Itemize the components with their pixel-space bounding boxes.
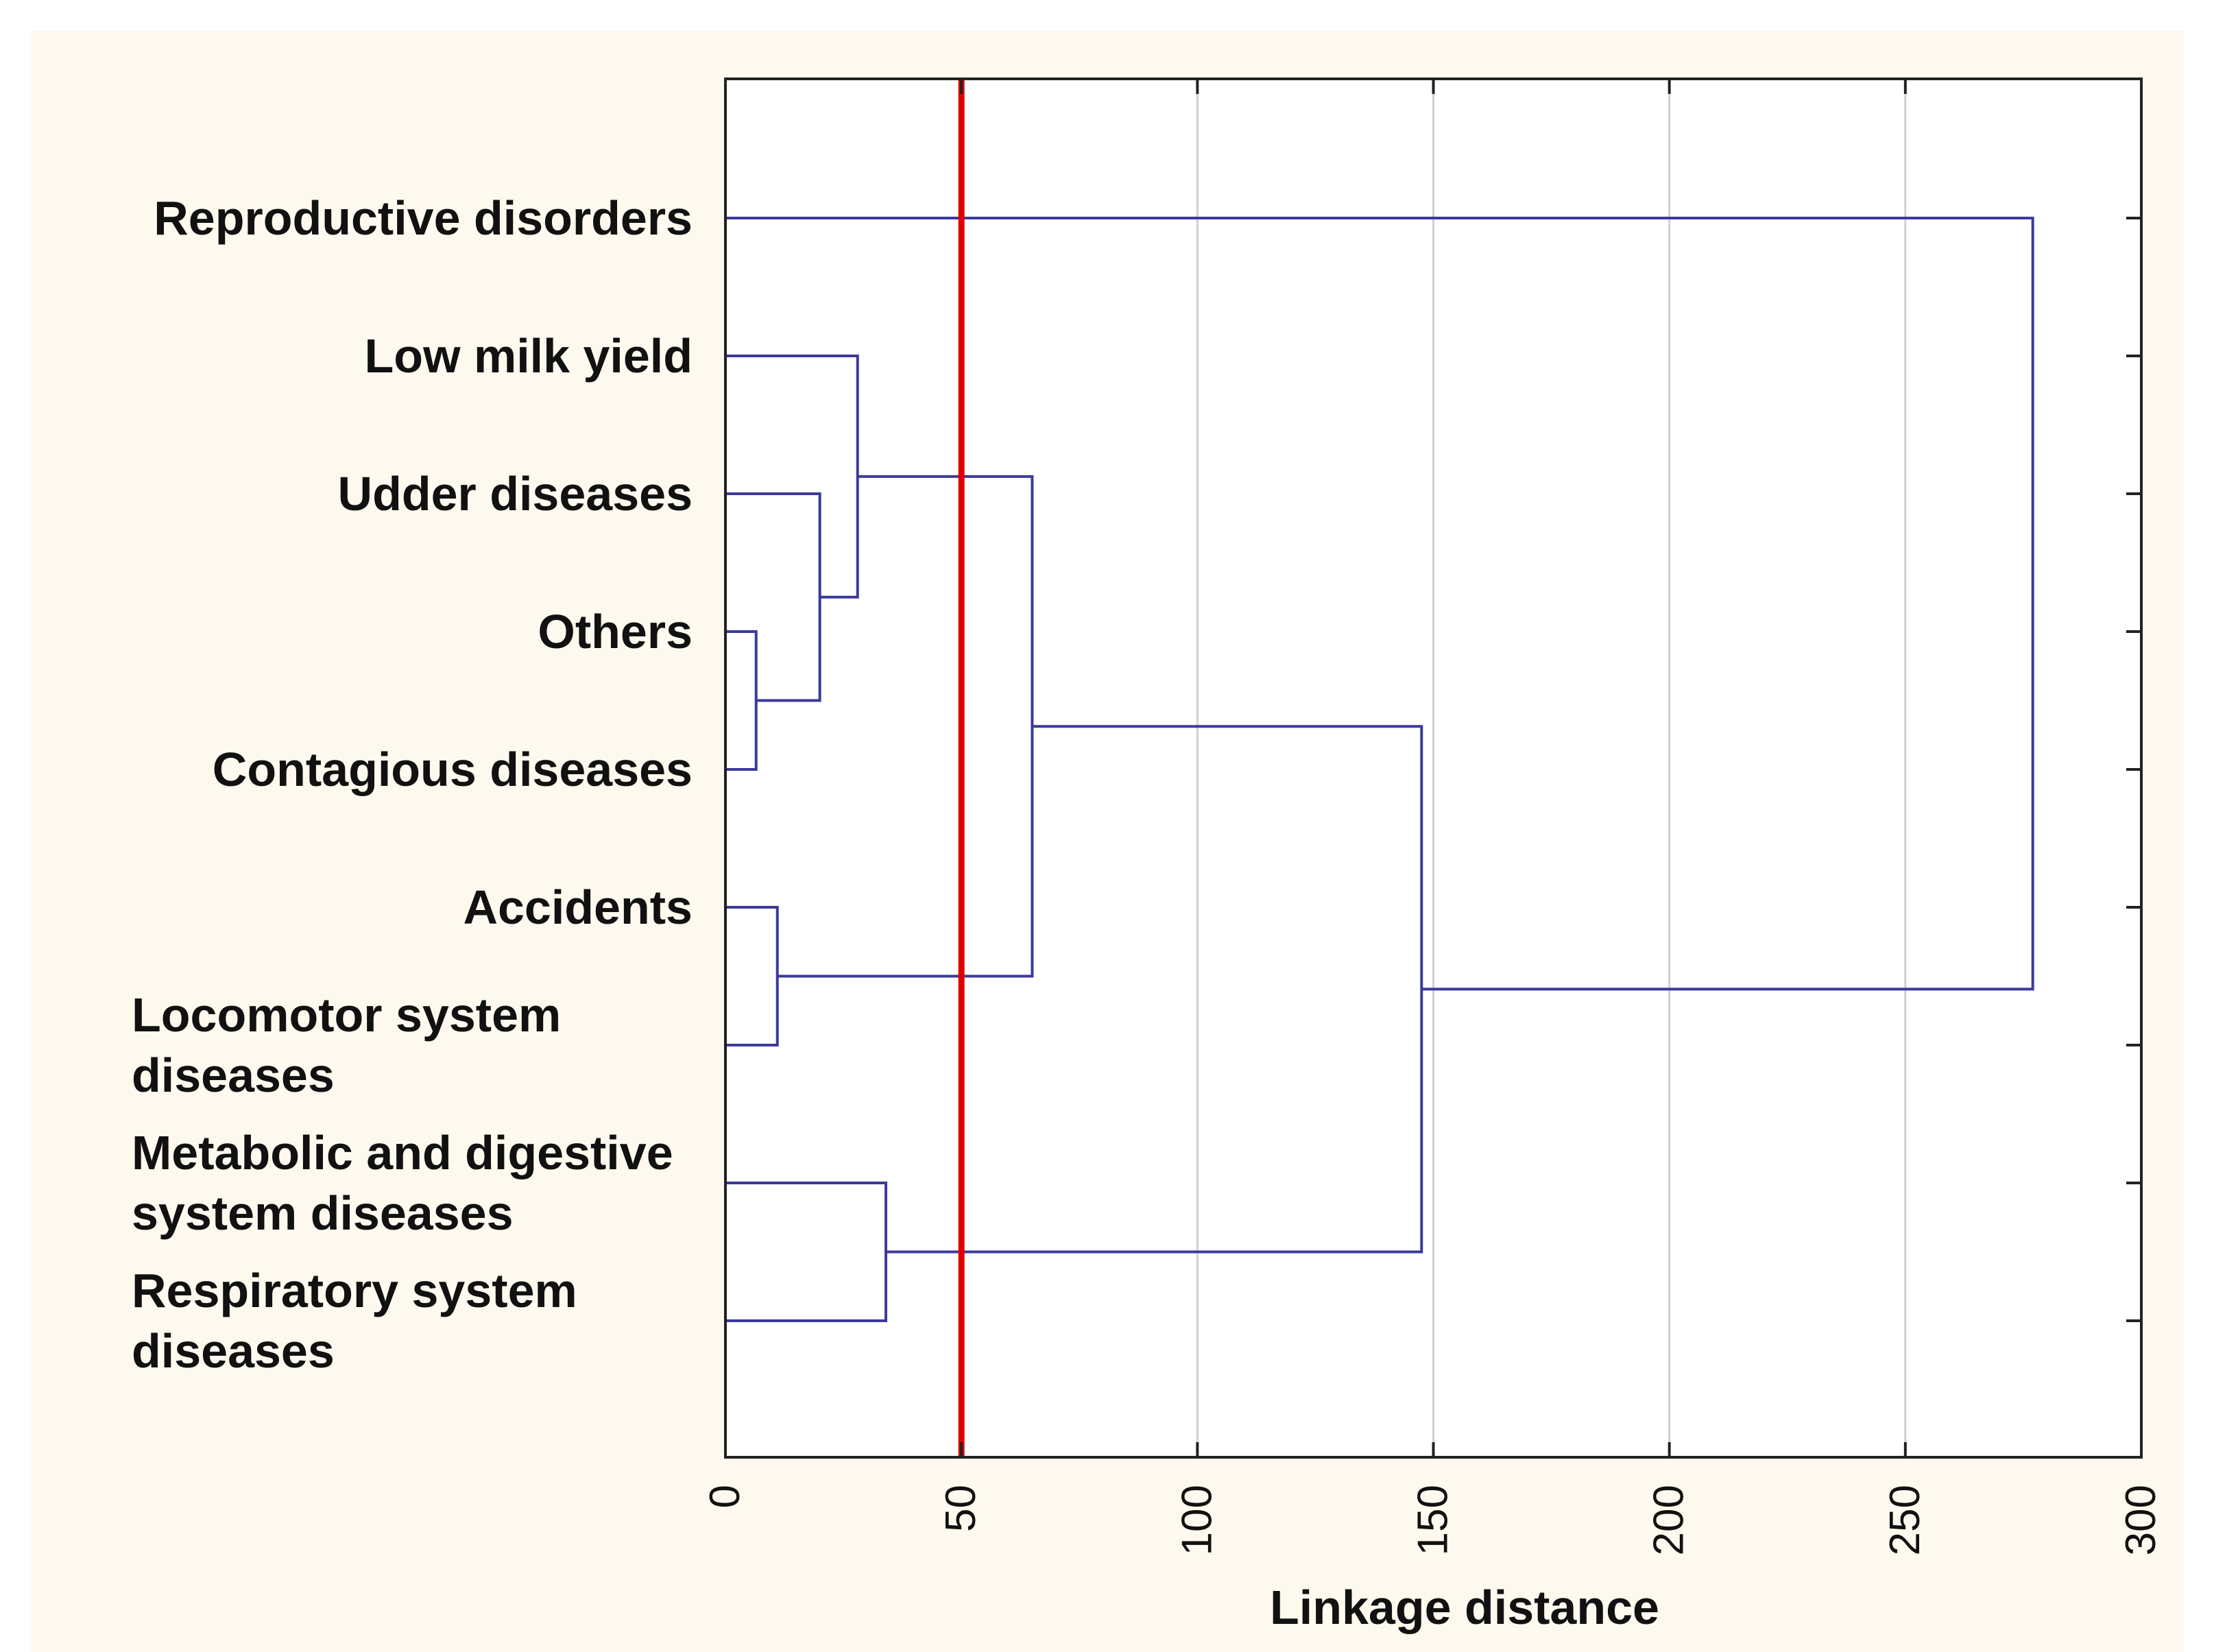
leaf-label-line: diseases [132,1324,335,1378]
leaf-label: Others [538,605,693,658]
leaf-label: Reproductive disorders [154,191,693,245]
leaf-label: Respiratory system diseases [132,1264,577,1378]
x-tick-label: 250 [1881,1485,1929,1555]
leaf-label: Locomotor system diseases [132,988,561,1102]
leaf-labels: Reproductive disorders Low milk yield Udde… [132,191,693,1378]
leaf-label-line: Metabolic and digestive [132,1126,673,1180]
x-axis-title: Linkage distance [1270,1581,1659,1634]
x-tick-label: 100 [1173,1485,1220,1555]
leaf-label-line: Locomotor system [132,988,561,1042]
leaf-label: Low milk yield [365,329,693,383]
leaf-label: Udder diseases [338,467,693,520]
dendrogram-branches [725,217,2034,1322]
dendrogram-branch [725,355,859,599]
x-tick-label: 150 [1410,1485,1457,1555]
leaf-label-line: diseases [132,1049,335,1102]
leaf-label: Contagious diseases [213,743,693,796]
x-axis-ticks: 0 50 100 150 200 250 300 [701,79,2165,1555]
x-tick-label: 300 [2117,1485,2165,1555]
leaf-tick-marks [2126,217,2141,1322]
dendrogram-branch [725,630,758,771]
leaf-label: Accidents [463,881,693,934]
leaf-label-line: Respiratory system [132,1264,577,1317]
x-tick-label: 0 [701,1485,749,1508]
dendrogram-branch [886,725,1423,1254]
x-tick-label: 50 [937,1485,985,1532]
dendrogram-branch [725,1182,888,1322]
dendrogram-branch [725,217,2034,991]
leaf-label-line: system diseases [132,1186,514,1240]
leaf-label: Metabolic and digestive system diseases [132,1126,673,1240]
x-tick-label: 200 [1646,1485,1693,1555]
